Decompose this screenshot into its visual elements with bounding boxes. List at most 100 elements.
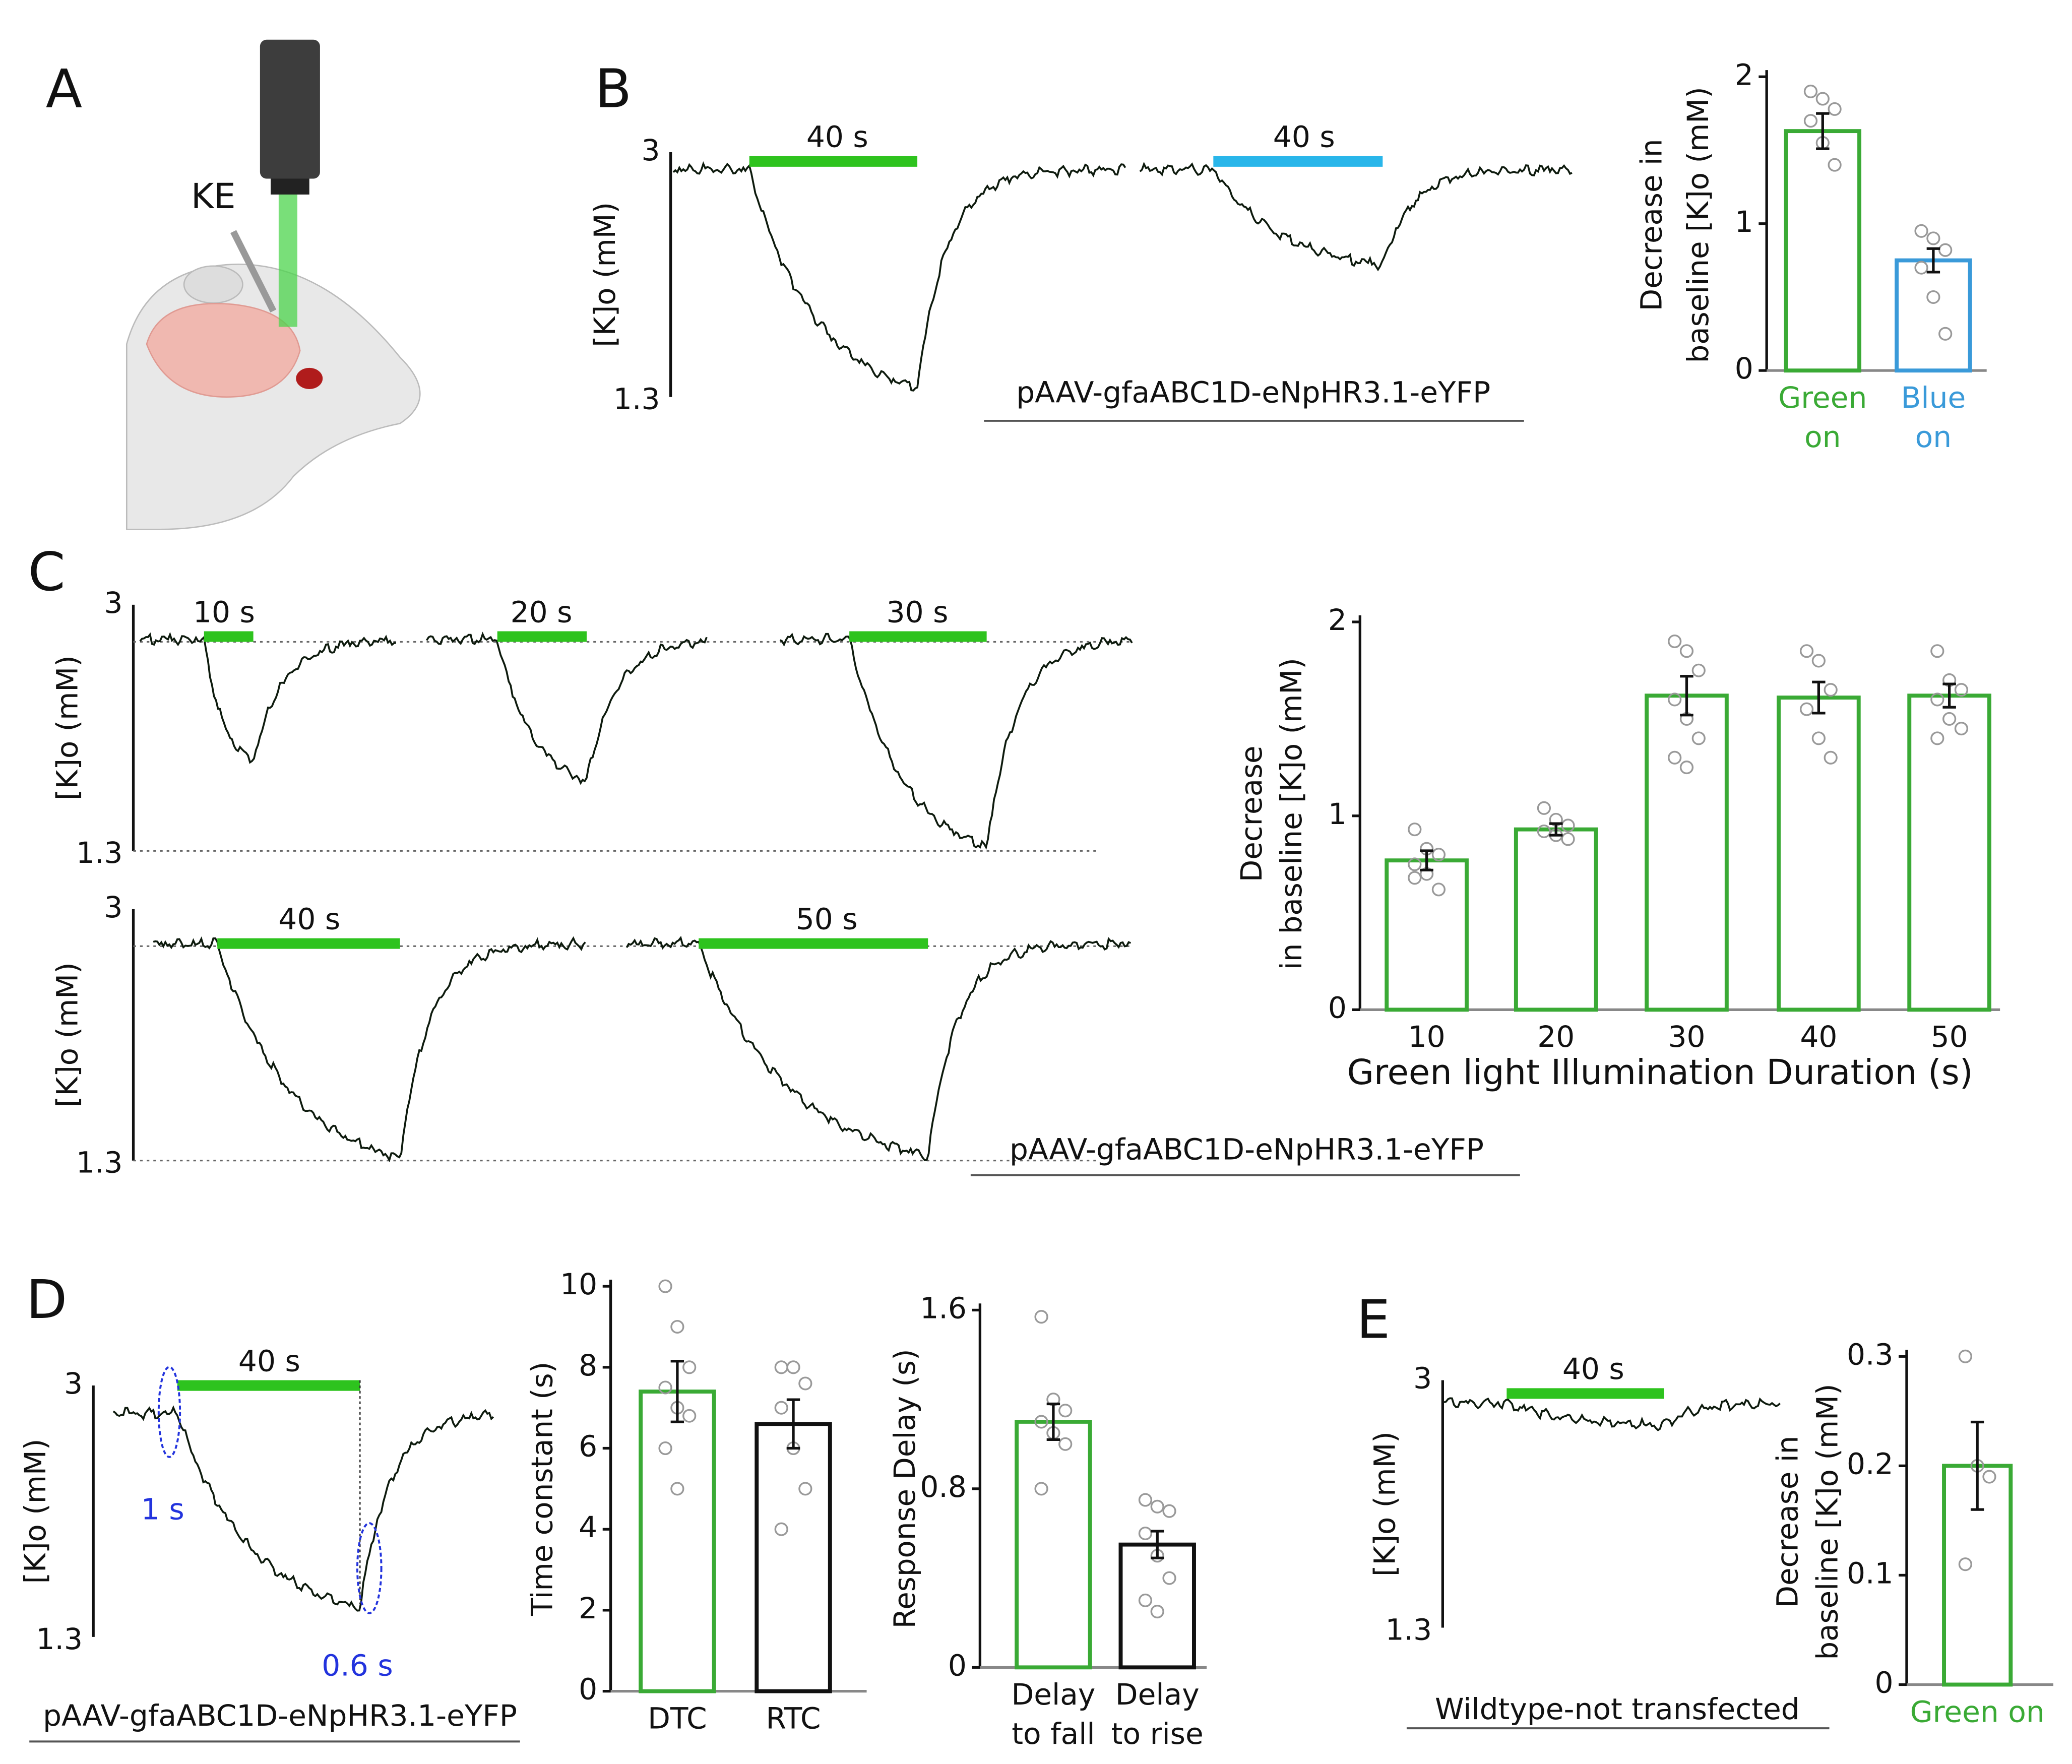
x-tick-label: Green on	[1910, 1694, 2045, 1729]
data-point	[1691, 663, 1706, 677]
y-tick-label: 0.3	[1847, 1338, 1894, 1372]
data-point	[1958, 1349, 1972, 1363]
error-bar	[1680, 675, 1693, 717]
trace-ymax: 3	[1413, 1361, 1432, 1396]
stimulus-label: 50 s	[796, 902, 858, 936]
y-axis-label: Decrease in	[1770, 1436, 1804, 1608]
y-axis-label: Decrease	[1234, 745, 1269, 882]
data-point	[1938, 243, 1953, 257]
data-point	[1058, 1437, 1073, 1451]
data-point	[1537, 824, 1551, 839]
trace	[779, 633, 1133, 850]
y-tick-label: 0	[1328, 991, 1347, 1025]
trace-ymax: 3	[104, 890, 122, 924]
bar	[1514, 827, 1598, 1012]
construct-label: pAAV-gfaABC1D-eNpHR3.1-eYFP	[1010, 1132, 1484, 1167]
y-axis-label: Response Delay (s)	[888, 1349, 922, 1628]
trace-ymin: 1.3	[36, 1622, 83, 1656]
x-tick-label: 40	[1800, 1020, 1837, 1054]
y-axis-label: baseline [K]o (mM)	[1681, 87, 1715, 363]
trace-ylabel: [K]o (mM)	[50, 962, 85, 1107]
error-bar	[1970, 1420, 1984, 1511]
x-tick-label: Delay to fall	[1011, 1677, 1095, 1751]
delay-annotation: 1 s	[141, 1492, 184, 1527]
electrode	[230, 230, 277, 312]
data-point	[1799, 644, 1814, 658]
data-point	[1431, 883, 1446, 897]
delay-ellipse	[356, 1522, 383, 1614]
data-point	[1803, 114, 1818, 128]
trace-ymax: 3	[64, 1366, 83, 1401]
bar	[1784, 129, 1862, 373]
trace-ymax: 3	[641, 133, 660, 167]
y-tick-label: 1.6	[920, 1291, 967, 1326]
x-tick-label: Blue on	[1901, 381, 1966, 454]
data-point	[798, 1482, 812, 1496]
x-tick-label: Green on	[1778, 381, 1867, 454]
electrode-label: KE	[191, 176, 236, 217]
data-point	[1982, 1470, 1996, 1484]
data-point	[1408, 857, 1422, 871]
data-point	[1815, 92, 1830, 106]
y-tick-label: 0	[579, 1672, 597, 1707]
stimulus-label: 20 s	[511, 595, 573, 629]
data-point	[658, 1279, 672, 1293]
trace	[153, 936, 586, 1163]
data-point	[786, 1360, 800, 1374]
data-point	[774, 1360, 788, 1374]
data-point	[1034, 1415, 1048, 1429]
data-point	[1679, 644, 1694, 658]
y-tick-label: 0.8	[920, 1470, 967, 1504]
trace-ymin: 1.3	[76, 1146, 123, 1180]
data-point	[1431, 848, 1446, 862]
data-point	[658, 1441, 672, 1456]
y-tick-label: 2	[579, 1591, 597, 1625]
construct-label: pAAV-gfaABC1D-eNpHR3.1-eYFP	[43, 1698, 517, 1733]
data-point	[1799, 702, 1814, 716]
trace	[625, 935, 1132, 1161]
stimulus-label: 30 s	[887, 595, 949, 629]
y-tick-label: 6	[579, 1429, 597, 1464]
data-point	[1942, 712, 1957, 726]
data-point	[1828, 158, 1842, 172]
trace-ymin: 1.3	[1386, 1613, 1432, 1647]
y-tick-label: 0	[1735, 351, 1753, 386]
objective	[271, 178, 309, 195]
error-bar	[1942, 682, 1956, 709]
trace	[1443, 1397, 1781, 1431]
x-tick-label: 50	[1931, 1020, 1968, 1054]
stimulus-label: 40 s	[278, 902, 340, 936]
bar	[755, 1422, 832, 1693]
panel-label: C	[28, 541, 66, 603]
x-tick-label: 30	[1668, 1020, 1705, 1054]
data-point	[1162, 1571, 1176, 1585]
trace-ylabel: [K]o (mM)	[1367, 1431, 1402, 1577]
trace	[139, 632, 396, 764]
error-bar	[670, 1360, 684, 1423]
panel-label: D	[26, 1269, 67, 1331]
delay-annotation: 0.6 s	[322, 1649, 393, 1683]
y-axis-label: baseline [K]o (mM)	[1810, 1383, 1844, 1660]
stimulus-label: 40 s	[1562, 1352, 1624, 1386]
y-tick-label: 10	[560, 1267, 597, 1301]
data-point	[1926, 290, 1940, 304]
data-point	[1668, 635, 1682, 649]
data-point	[1930, 731, 1944, 745]
data-point	[1803, 84, 1818, 98]
error-bar	[1549, 822, 1563, 837]
trace-ylabel: [K]o (mM)	[50, 655, 85, 800]
construct-label: Wildtype-not transfected	[1435, 1692, 1800, 1726]
data-point	[1138, 1493, 1153, 1507]
data-point	[1668, 692, 1682, 707]
data-point	[1058, 1404, 1073, 1418]
stimulus-label: 40 s	[806, 120, 868, 154]
y-axis-label: Decrease in	[1634, 139, 1668, 311]
trace	[425, 632, 708, 785]
x-tick-label: DTC	[648, 1702, 707, 1736]
bar	[1895, 258, 1972, 373]
y-axis-label: Time constant (s)	[525, 1362, 559, 1616]
data-point	[774, 1401, 788, 1415]
error-bar	[1151, 1530, 1164, 1559]
data-point	[1811, 731, 1826, 745]
data-point	[670, 1482, 684, 1496]
